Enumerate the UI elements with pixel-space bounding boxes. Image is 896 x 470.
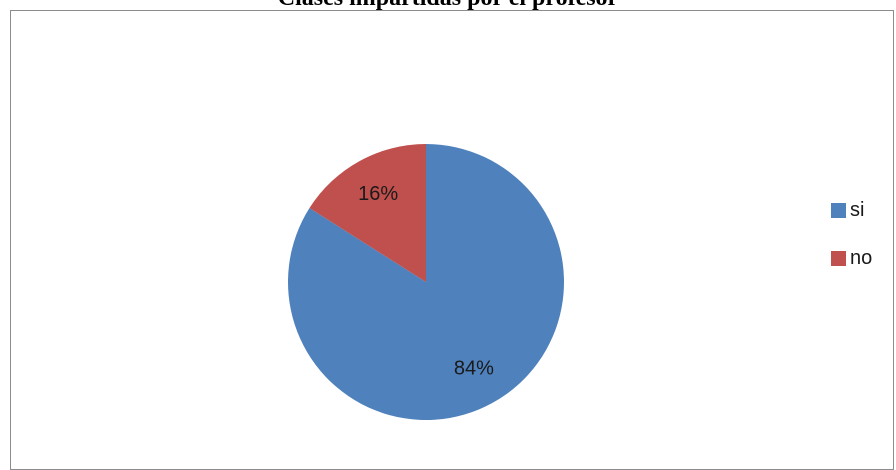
pie-chart: 84% 16%	[288, 144, 564, 420]
legend-swatch-no	[831, 250, 846, 266]
legend-label-no: no	[850, 246, 873, 269]
legend-swatch-si	[831, 202, 846, 218]
legend-item-si: si	[831, 197, 872, 223]
data-label-no: 16%	[358, 183, 398, 205]
legend-label-si: si	[850, 198, 865, 221]
legend: si no	[831, 197, 872, 293]
data-label-si: 84%	[454, 357, 494, 379]
legend-item-no: no	[831, 245, 872, 271]
pie-slice-no	[309, 144, 426, 282]
chart-title: Clases impartidas por el profesor	[0, 0, 896, 12]
